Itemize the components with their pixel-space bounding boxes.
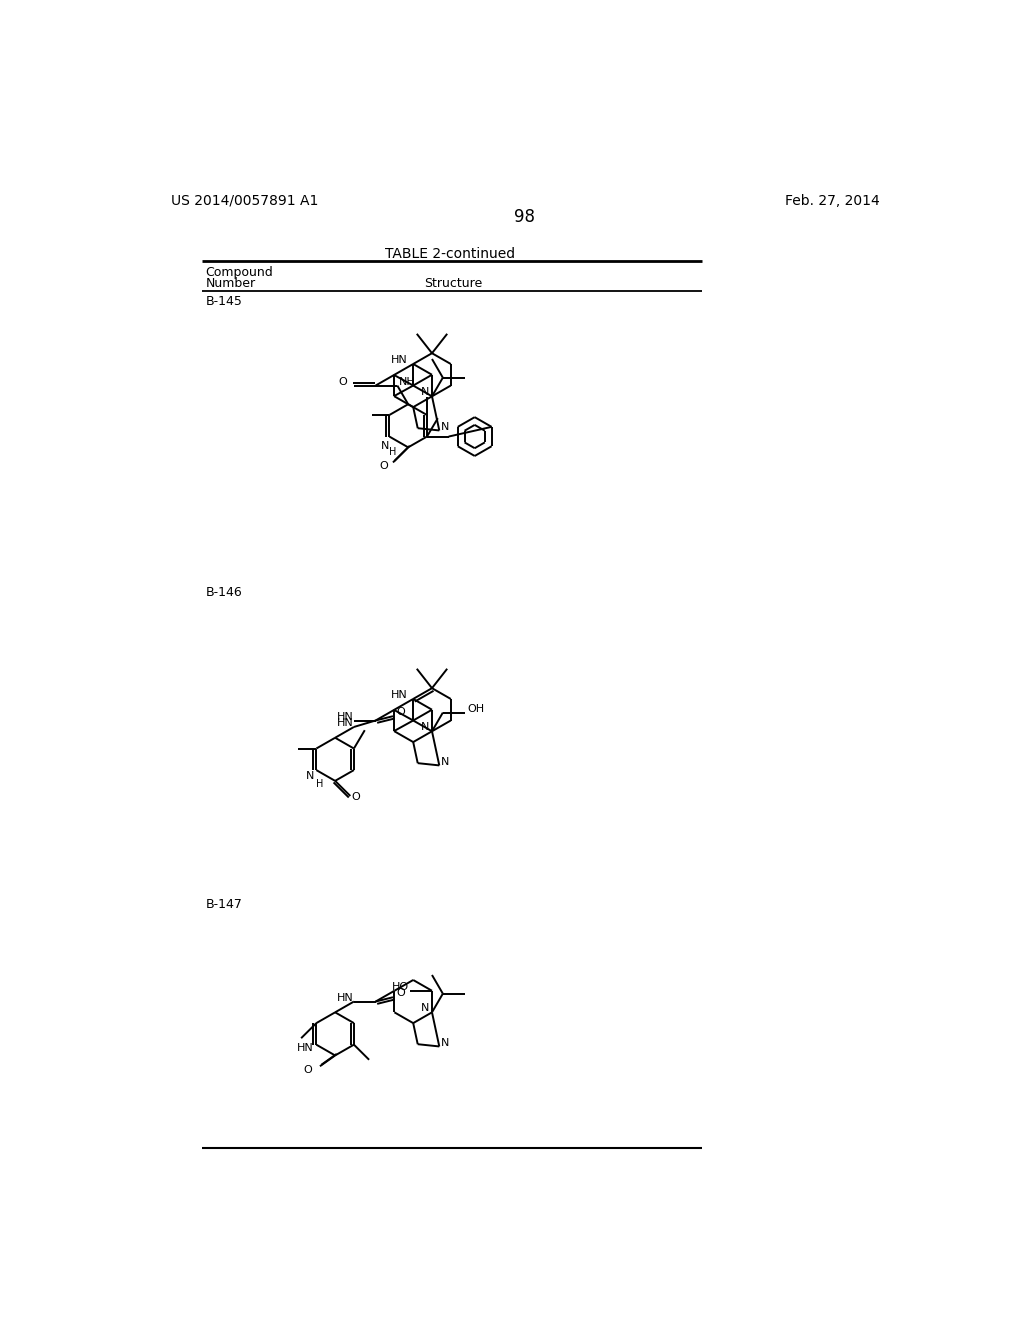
Text: N: N (441, 1038, 450, 1048)
Text: B-146: B-146 (206, 586, 243, 599)
Text: O: O (396, 708, 404, 717)
Text: Compound: Compound (206, 267, 273, 280)
Text: HN: HN (391, 355, 408, 366)
Text: N: N (421, 1003, 429, 1014)
Text: O: O (396, 989, 404, 998)
Text: N: N (421, 722, 429, 733)
Text: N: N (381, 441, 390, 451)
Text: N: N (421, 388, 429, 397)
Text: Number: Number (206, 277, 256, 290)
Text: Feb. 27, 2014: Feb. 27, 2014 (785, 194, 880, 207)
Text: B-147: B-147 (206, 898, 243, 911)
Text: HO: HO (392, 982, 409, 991)
Text: N: N (441, 756, 450, 767)
Text: HN: HN (337, 993, 353, 1003)
Text: O: O (379, 461, 388, 471)
Text: O: O (339, 376, 347, 387)
Text: N: N (441, 421, 450, 432)
Text: O: O (303, 1065, 312, 1074)
Text: HN: HN (391, 690, 408, 700)
Text: H: H (389, 447, 396, 457)
Text: TABLE 2-continued: TABLE 2-continued (385, 247, 515, 261)
Text: O: O (352, 792, 360, 803)
Text: HN: HN (337, 718, 353, 729)
Text: OH: OH (468, 704, 484, 714)
Text: HN: HN (297, 1043, 313, 1053)
Text: HN: HN (337, 711, 353, 722)
Text: N: N (306, 771, 314, 781)
Text: NH: NH (399, 376, 416, 387)
Text: Structure: Structure (424, 277, 482, 290)
Text: 98: 98 (514, 209, 536, 227)
Text: B-145: B-145 (206, 296, 243, 309)
Text: US 2014/0057891 A1: US 2014/0057891 A1 (171, 194, 318, 207)
Text: H: H (315, 779, 324, 789)
